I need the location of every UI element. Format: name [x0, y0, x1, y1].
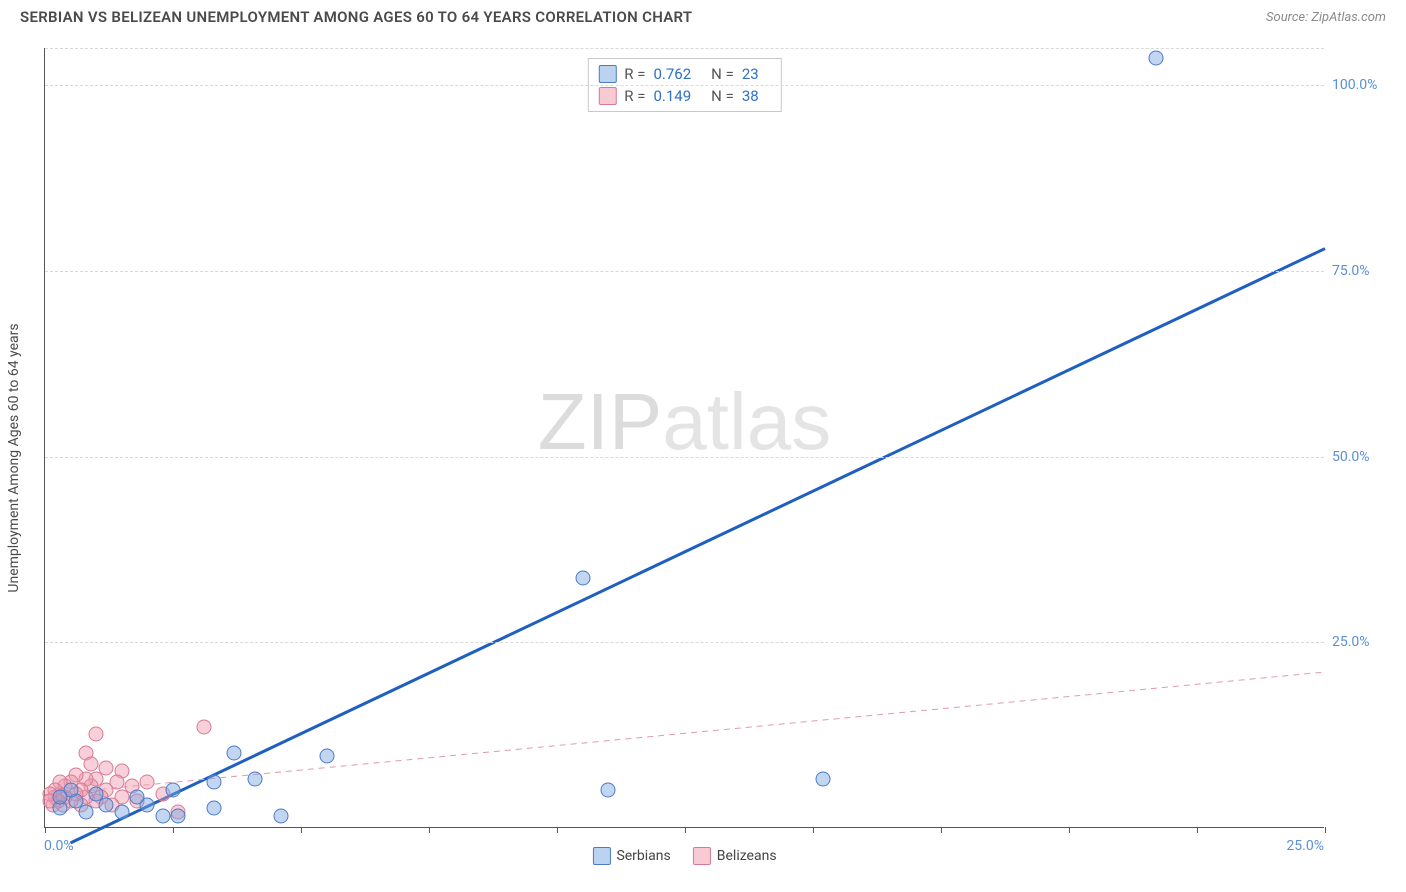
- data-point: [273, 808, 288, 823]
- gridline: [45, 85, 1324, 86]
- x-tick: [685, 827, 686, 833]
- data-point: [155, 808, 170, 823]
- gridline: [45, 48, 1324, 49]
- y-tick-label: 25.0%: [1332, 634, 1370, 650]
- data-point: [84, 756, 99, 771]
- data-point: [247, 771, 262, 786]
- data-point: [89, 727, 104, 742]
- chart-header: SERBIAN VS BELIZEAN UNEMPLOYMENT AMONG A…: [0, 0, 1406, 30]
- gridline: [45, 642, 1324, 643]
- data-point: [816, 771, 831, 786]
- data-point: [1149, 51, 1164, 66]
- x-tick: [557, 827, 558, 833]
- swatch-pink-icon: [693, 847, 711, 865]
- x-tick-label: 0.0%: [44, 838, 74, 854]
- plot-area: ZIPatlas R = 0.762 N = 23 R = 0.149 N = …: [44, 48, 1324, 828]
- data-point: [196, 719, 211, 734]
- y-tick-label: 75.0%: [1332, 263, 1370, 279]
- x-tick: [45, 827, 46, 833]
- data-point: [130, 790, 145, 805]
- trend-lines-svg: [45, 48, 1325, 828]
- data-point: [140, 775, 155, 790]
- data-point: [171, 808, 186, 823]
- x-tick: [813, 827, 814, 833]
- x-tick-label: 25.0%: [1286, 838, 1324, 854]
- chart-container: Unemployment Among Ages 60 to 64 years Z…: [44, 48, 1386, 868]
- legend-item-belizeans: Belizeans: [693, 847, 777, 865]
- data-point: [319, 749, 334, 764]
- bottom-legend: Serbians Belizeans: [592, 847, 776, 865]
- data-point: [53, 790, 68, 805]
- data-point: [166, 782, 181, 797]
- gridline: [45, 271, 1324, 272]
- data-point: [206, 775, 221, 790]
- gridline: [45, 457, 1324, 458]
- y-tick-label: 100.0%: [1332, 77, 1377, 93]
- chart-source: Source: ZipAtlas.com: [1266, 10, 1386, 25]
- x-tick: [1069, 827, 1070, 833]
- x-tick: [301, 827, 302, 833]
- chart-title: SERBIAN VS BELIZEAN UNEMPLOYMENT AMONG A…: [20, 8, 692, 26]
- data-point: [114, 805, 129, 820]
- legend-item-serbians: Serbians: [592, 847, 670, 865]
- legend-label-serbians: Serbians: [616, 848, 670, 864]
- x-tick: [941, 827, 942, 833]
- trend-line-belizeans: [45, 672, 1325, 795]
- data-point: [575, 571, 590, 586]
- x-tick: [429, 827, 430, 833]
- data-point: [601, 782, 616, 797]
- data-point: [206, 801, 221, 816]
- x-tick: [1325, 827, 1326, 833]
- x-tick: [173, 827, 174, 833]
- swatch-blue-icon: [592, 847, 610, 865]
- data-point: [227, 745, 242, 760]
- trend-line-serbians: [71, 249, 1325, 843]
- y-tick-label: 50.0%: [1332, 449, 1370, 465]
- data-point: [89, 786, 104, 801]
- y-axis-label: Unemployment Among Ages 60 to 64 years: [6, 323, 22, 592]
- x-tick: [1197, 827, 1198, 833]
- data-point: [78, 805, 93, 820]
- legend-label-belizeans: Belizeans: [717, 848, 777, 864]
- data-point: [99, 797, 114, 812]
